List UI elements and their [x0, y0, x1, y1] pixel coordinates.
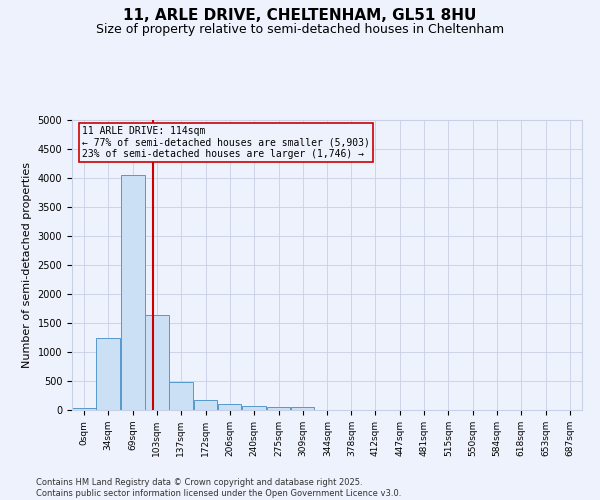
- Bar: [145, 315, 169, 410]
- Bar: [218, 404, 241, 410]
- Y-axis label: Number of semi-detached properties: Number of semi-detached properties: [22, 162, 32, 368]
- Bar: [291, 407, 314, 410]
- Bar: [72, 408, 96, 410]
- Bar: [194, 400, 217, 410]
- Text: 11 ARLE DRIVE: 114sqm
← 77% of semi-detached houses are smaller (5,903)
23% of s: 11 ARLE DRIVE: 114sqm ← 77% of semi-deta…: [82, 126, 370, 159]
- Bar: [267, 407, 290, 410]
- Bar: [169, 382, 193, 410]
- Text: Size of property relative to semi-detached houses in Cheltenham: Size of property relative to semi-detach…: [96, 22, 504, 36]
- Bar: [242, 406, 266, 410]
- Bar: [97, 338, 120, 410]
- Bar: [121, 175, 145, 410]
- Text: Contains HM Land Registry data © Crown copyright and database right 2025.
Contai: Contains HM Land Registry data © Crown c…: [36, 478, 401, 498]
- Text: 11, ARLE DRIVE, CHELTENHAM, GL51 8HU: 11, ARLE DRIVE, CHELTENHAM, GL51 8HU: [124, 8, 476, 22]
